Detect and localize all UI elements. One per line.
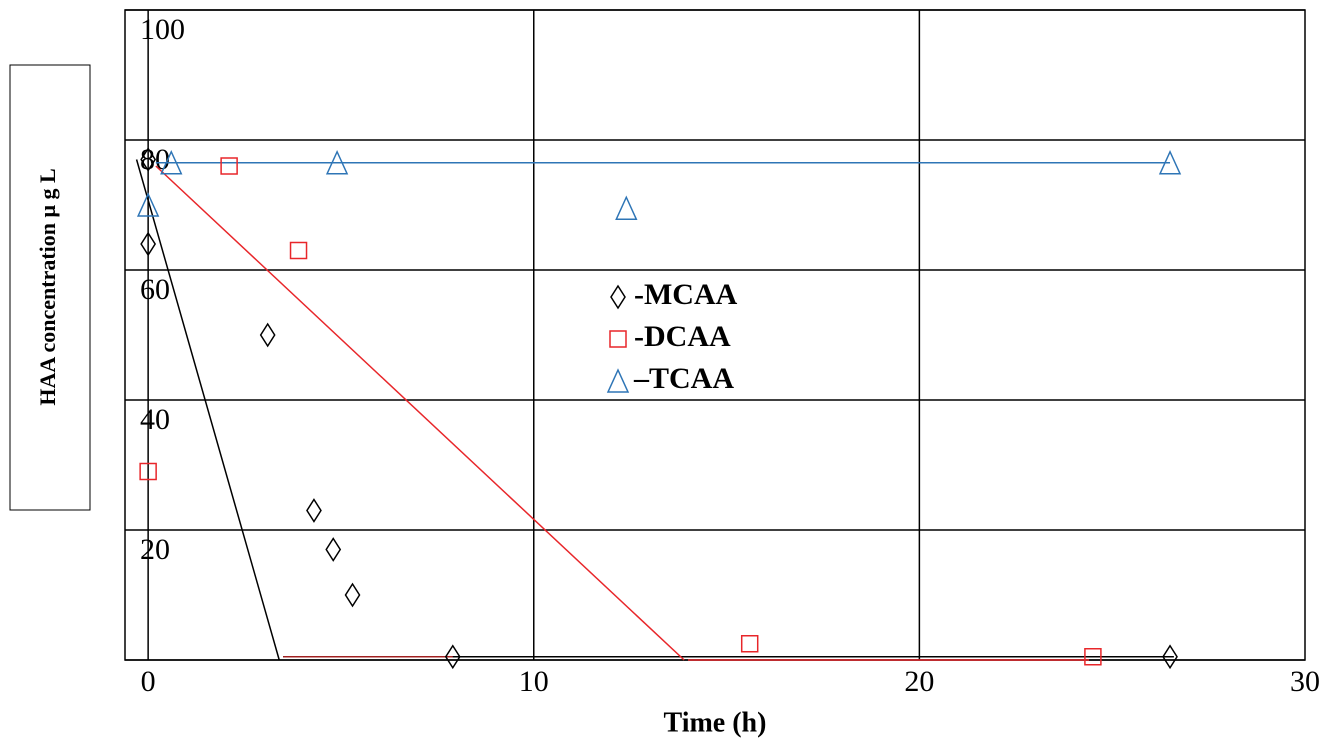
marker-diamond [140, 231, 157, 257]
marker-diamond [1162, 644, 1178, 670]
x-tick-label: 0 [141, 665, 156, 698]
legend-marker [610, 284, 626, 310]
marker-diamond [325, 537, 342, 562]
y-tick-label: 20 [140, 533, 170, 566]
x-axis-label: Time (h) [664, 707, 767, 738]
trend-line [135, 159, 280, 661]
marker-triangle [136, 192, 160, 217]
marker-square [1084, 648, 1102, 666]
y-tick-label: 100 [140, 13, 185, 46]
marker-diamond [444, 644, 461, 670]
marker-square [220, 157, 238, 175]
x-tick-label: 20 [904, 665, 934, 698]
y-tick-label: 60 [140, 273, 170, 306]
legend-marker [609, 330, 627, 348]
legend-label: –TCAA [633, 362, 734, 395]
marker-square [289, 241, 308, 260]
legend-label: -MCAA [634, 278, 738, 311]
marker-triangle [325, 149, 349, 175]
marker-square [139, 462, 157, 481]
x-tick-label: 30 [1290, 665, 1320, 698]
marker-diamond [259, 322, 276, 348]
marker-diamond [306, 498, 322, 523]
marker-diamond [344, 582, 361, 608]
y-tick-label: 40 [140, 403, 170, 436]
marker-triangle [615, 195, 638, 220]
marker-square [740, 635, 759, 653]
y-label-box [9, 64, 91, 511]
legend-marker [606, 368, 630, 393]
marker-diamond [140, 147, 157, 172]
y-axis-label: HAA concentration μ g L [35, 168, 60, 405]
marker-triangle [160, 149, 183, 175]
legend-label: -DCAA [634, 320, 731, 353]
marker-triangle [1158, 149, 1182, 175]
x-tick-label: 10 [519, 665, 549, 698]
trend-line [155, 165, 685, 661]
